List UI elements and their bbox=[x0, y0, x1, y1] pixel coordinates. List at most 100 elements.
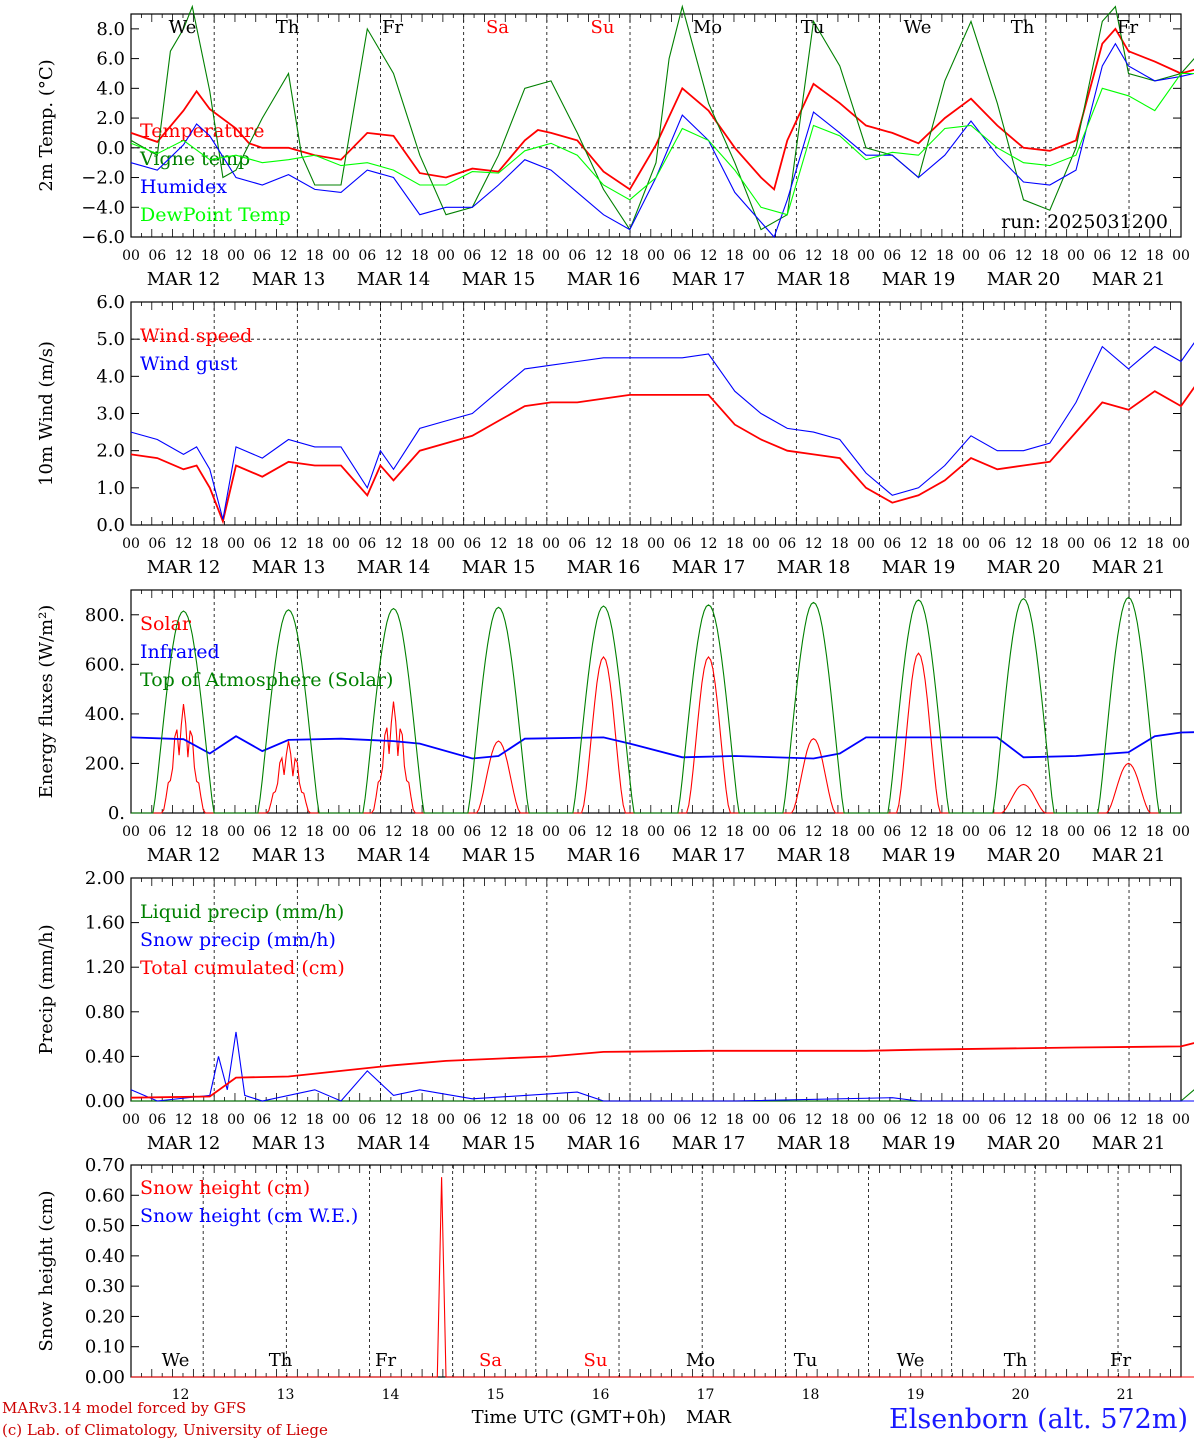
chart-panel-5: 0.70 0.60 0.50 0.40 0.30 0.20 0.10 0.00 Snow hei… bbox=[36, 1155, 1194, 1388]
hour-label: 00 bbox=[1067, 536, 1085, 552]
weekday-label-bottom: We bbox=[162, 1350, 190, 1371]
y-tick-label: 0.00 bbox=[85, 1367, 125, 1388]
hour-label: 12 bbox=[595, 824, 613, 840]
date-label: MAR 12 bbox=[147, 845, 221, 866]
hour-label: 18 bbox=[1041, 824, 1059, 840]
hour-label: 00 bbox=[962, 824, 980, 840]
hour-label: 18 bbox=[516, 1112, 534, 1128]
hour-label: 06 bbox=[358, 248, 376, 264]
date-label: MAR 16 bbox=[567, 845, 641, 866]
hour-label: 12 bbox=[175, 1112, 193, 1128]
hour-label: 12 bbox=[175, 248, 193, 264]
weekday-label-bottom: Th bbox=[269, 1350, 293, 1371]
date-label: MAR 13 bbox=[252, 269, 326, 290]
day-number: 15 bbox=[487, 1387, 505, 1403]
hour-label: 00 bbox=[332, 536, 350, 552]
date-label: MAR 20 bbox=[987, 269, 1061, 290]
hour-label: 06 bbox=[568, 824, 586, 840]
plot-frame bbox=[130, 301, 1182, 526]
hour-label: 00 bbox=[122, 1112, 140, 1128]
y-tick-label: 0.10 bbox=[85, 1337, 125, 1358]
hour-label: 06 bbox=[358, 824, 376, 840]
y-tick-label: 600. bbox=[85, 654, 125, 675]
hour-label: 12 bbox=[700, 1112, 718, 1128]
hour-label: 18 bbox=[1146, 1112, 1164, 1128]
date-label: MAR 21 bbox=[1092, 557, 1166, 578]
hour-label: 18 bbox=[306, 248, 324, 264]
hour-label: 18 bbox=[306, 536, 324, 552]
hour-label: 18 bbox=[621, 824, 639, 840]
hour-label: 06 bbox=[253, 824, 271, 840]
y-tick-label: 0.0 bbox=[96, 138, 125, 159]
y-tick-label: 0.0 bbox=[96, 515, 125, 536]
hour-label: 12 bbox=[1015, 1112, 1033, 1128]
hour-label: 18 bbox=[621, 248, 639, 264]
weekday-label-top: Fr bbox=[1117, 17, 1138, 38]
hour-label: 18 bbox=[936, 824, 954, 840]
hour-label: 00 bbox=[437, 1112, 455, 1128]
hour-label: 12 bbox=[385, 536, 403, 552]
y-tick-label: 200. bbox=[85, 753, 125, 774]
day-number: 16 bbox=[592, 1387, 610, 1403]
hour-label: 06 bbox=[673, 1112, 691, 1128]
hour-label: 12 bbox=[385, 248, 403, 264]
day-number: 19 bbox=[907, 1387, 925, 1403]
date-label: MAR 21 bbox=[1092, 1133, 1166, 1154]
hour-label: 06 bbox=[1093, 1112, 1111, 1128]
chart-panel-2: 6.0 5.0 4.0 3.0 2.0 1.0 0.0 10m Wind (m/s) 00 06 1… bbox=[36, 292, 1194, 578]
x-axis-month: MAR bbox=[686, 1407, 731, 1428]
hour-label: 00 bbox=[1067, 824, 1085, 840]
hour-label: 06 bbox=[253, 248, 271, 264]
hour-label: 00 bbox=[542, 248, 560, 264]
y-tick-label: 4.0 bbox=[96, 78, 125, 99]
series-line-vigne-temp bbox=[130, 4, 1194, 231]
hour-label: 00 bbox=[1172, 824, 1190, 840]
hour-label: 00 bbox=[962, 1112, 980, 1128]
chart-panel-1: 8.0 6.0 4.0 2.0 0.0 −2.0 −4.0 −6.0 2m Temp. (°C)… bbox=[36, 4, 1194, 290]
hour-label: 06 bbox=[463, 248, 481, 264]
hour-label: 12 bbox=[385, 824, 403, 840]
hour-label: 00 bbox=[227, 248, 245, 264]
hour-label: 18 bbox=[726, 1112, 744, 1128]
hour-label: 18 bbox=[831, 536, 849, 552]
date-label: MAR 16 bbox=[567, 269, 641, 290]
weekday-label-bottom: Fr bbox=[1110, 1350, 1131, 1371]
hour-label: 12 bbox=[700, 248, 718, 264]
date-label: MAR 19 bbox=[882, 557, 956, 578]
hour-label: 12 bbox=[490, 824, 508, 840]
hour-label: 06 bbox=[1093, 536, 1111, 552]
hour-label: 18 bbox=[411, 824, 429, 840]
hour-label: 00 bbox=[752, 1112, 770, 1128]
hour-label: 12 bbox=[385, 1112, 403, 1128]
hour-label: 18 bbox=[516, 248, 534, 264]
hour-label: 12 bbox=[280, 248, 298, 264]
series-line-liquid-precip-mm-h- bbox=[131, 1089, 1194, 1102]
hour-label: 12 bbox=[910, 536, 928, 552]
hour-label: 18 bbox=[726, 536, 744, 552]
hour-label: 00 bbox=[1172, 1112, 1190, 1128]
hour-label: 00 bbox=[857, 536, 875, 552]
weekday-label-top: Th bbox=[276, 17, 300, 38]
date-label: MAR 15 bbox=[462, 1133, 536, 1154]
hour-label: 06 bbox=[1093, 824, 1111, 840]
date-label: MAR 15 bbox=[462, 557, 536, 578]
hour-label: 06 bbox=[463, 536, 481, 552]
date-label: MAR 16 bbox=[567, 1133, 641, 1154]
y-tick-label: 800. bbox=[85, 605, 125, 626]
hour-label: 00 bbox=[647, 824, 665, 840]
weekday-label-bottom: Tu bbox=[794, 1350, 818, 1371]
credit-line: (c) Lab. of Climatology, University of L… bbox=[2, 1421, 328, 1439]
y-tick-label: 0.00 bbox=[85, 1091, 125, 1112]
legend-entry: Snow height (cm W.E.) bbox=[140, 1205, 358, 1227]
hour-label: 00 bbox=[1067, 1112, 1085, 1128]
hour-label: 18 bbox=[516, 824, 534, 840]
hour-label: 06 bbox=[988, 248, 1006, 264]
date-label: MAR 13 bbox=[252, 557, 326, 578]
hour-label: 18 bbox=[306, 824, 324, 840]
y-axis-title: Energy fluxes (W/m²) bbox=[36, 605, 57, 799]
weekday-label-bottom: Fr bbox=[375, 1350, 396, 1371]
hour-label: 00 bbox=[1067, 248, 1085, 264]
hour-label: 06 bbox=[778, 248, 796, 264]
credit-line: MARv3.14 model forced by GFS bbox=[2, 1399, 246, 1417]
